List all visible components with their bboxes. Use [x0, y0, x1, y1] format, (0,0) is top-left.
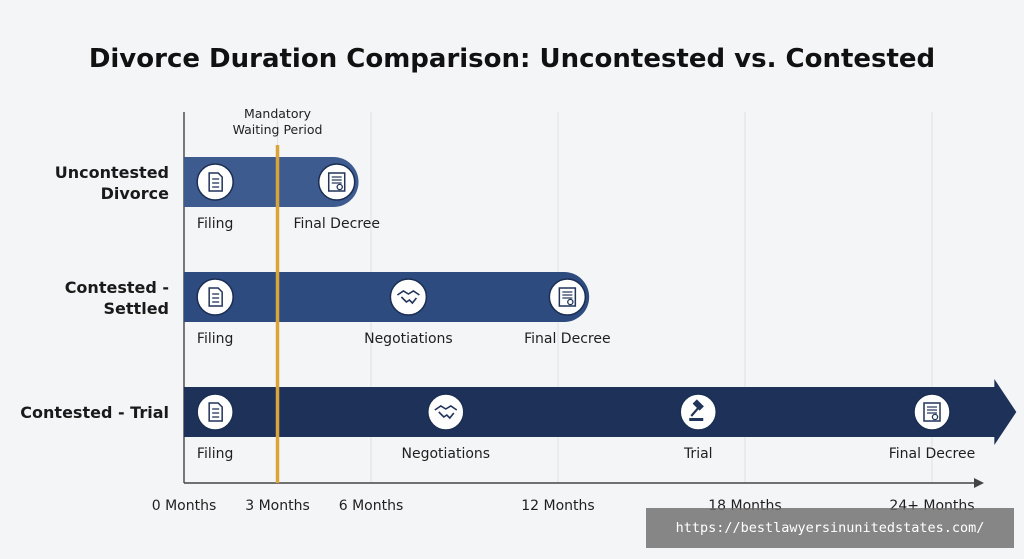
- milestone-3-3: [679, 393, 717, 431]
- row-label-line2: Settled: [104, 299, 169, 318]
- certificate-icon-frame: [923, 402, 941, 422]
- milestone-label: Filing: [197, 446, 233, 462]
- milestone-markers: Filing Final Decree Filing Negotiations Fina…: [196, 163, 975, 462]
- milestone-3-4: [913, 393, 951, 431]
- row-labels: Uncontested Divorce Contested - Settled Cont…: [20, 163, 169, 422]
- document-icon-shape: [208, 172, 223, 192]
- certificate-icon-frame: [558, 287, 577, 307]
- milestone-3-2: [427, 393, 465, 431]
- x-tick-labels: 0 Months 3 Months 6 Months 12 Months 18 Mont…: [152, 498, 975, 514]
- row-label-line2: Divorce: [101, 184, 170, 203]
- milestone-circle: [548, 278, 587, 316]
- x-axis-arrowhead: [974, 478, 984, 488]
- x-tick-label: 12 Months: [521, 498, 594, 514]
- milestone-circle: [913, 393, 951, 431]
- milestone-1-1: [196, 163, 234, 201]
- milestone-label: Negotiations: [401, 446, 490, 462]
- certificate-icon-seal: [931, 413, 939, 421]
- reference-label-line1: Mandatory: [244, 106, 312, 121]
- document-icon-shape: [208, 287, 223, 307]
- reference-label-line2: Waiting Period: [233, 122, 323, 137]
- milestone-label: Final Decree: [524, 331, 610, 347]
- timeline-bar-3: [184, 379, 1017, 445]
- milestone-label: Final Decree: [889, 446, 975, 462]
- gavel-icon-handle: [690, 407, 700, 417]
- x-tick-label: 3 Months: [245, 498, 310, 514]
- timeline-bar-2: [184, 272, 590, 322]
- milestone-circle: [679, 393, 717, 431]
- milestone-label: Filing: [197, 331, 233, 347]
- row-label: Contested - Trial: [20, 403, 169, 422]
- milestone-circle: [389, 278, 428, 316]
- watermark: https://bestlawyersinunitedstates.com/: [646, 508, 1014, 548]
- milestone-1-2: [317, 163, 356, 201]
- document-icon-shape: [208, 402, 223, 422]
- row-label-line1: Uncontested: [55, 163, 169, 182]
- handshake-icon-arms: [396, 290, 420, 296]
- milestone-label: Negotiations: [364, 331, 453, 347]
- row-label-line1: Contested -: [65, 278, 169, 297]
- handshake-icon-hands: [400, 296, 418, 305]
- milestone-circle: [317, 163, 356, 201]
- handshake-icon-hands: [438, 411, 455, 420]
- milestone-label: Final Decree: [293, 216, 379, 232]
- certificate-icon-seal: [336, 183, 343, 191]
- milestone-label: Trial: [683, 446, 713, 462]
- milestone-circle: [196, 163, 234, 201]
- x-tick-label: 6 Months: [339, 498, 404, 514]
- milestone-2-3: [548, 278, 587, 316]
- milestone-circle: [196, 278, 234, 316]
- gavel-icon-base: [689, 418, 704, 421]
- certificate-icon-frame: [327, 172, 346, 192]
- milestone-circle: [427, 393, 465, 431]
- chart-title: Divorce Duration Comparison: Uncontested…: [89, 44, 935, 74]
- timeline-bars: [184, 157, 1017, 445]
- milestone-3-1: [196, 393, 234, 431]
- x-tick-label: 0 Months: [152, 498, 217, 514]
- certificate-icon-seal: [567, 298, 574, 306]
- milestone-label: Filing: [197, 216, 233, 232]
- handshake-icon-arms: [434, 405, 458, 411]
- milestone-2-2: [389, 278, 428, 316]
- gavel-icon-head: [692, 399, 704, 411]
- milestone-2-1: [196, 278, 234, 316]
- milestone-circle: [196, 393, 234, 431]
